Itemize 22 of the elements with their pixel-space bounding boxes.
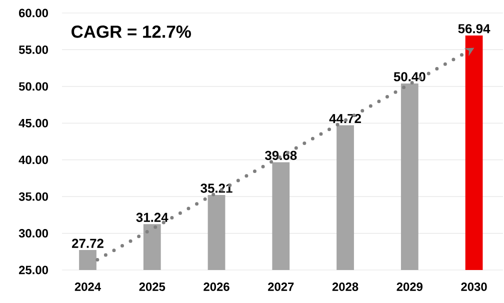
data-label: 39.68 — [264, 150, 297, 160]
data-label: 56.94 — [458, 24, 490, 34]
y-tick-label: 45.00 — [18, 118, 48, 128]
x-tick-label: 2026 — [204, 282, 230, 291]
y-tick-label: 55.00 — [18, 45, 48, 54]
x-tick-label: 2025 — [139, 282, 166, 291]
y-tick-label: 60.00 — [19, 8, 48, 18]
x-tick-label: 2029 — [396, 282, 422, 291]
x-tick-label: 2030 — [461, 282, 487, 292]
y-tick-label: 35.00 — [18, 192, 48, 201]
data-label: 31.24 — [136, 212, 168, 222]
y-tick-label: 30.00 — [18, 229, 48, 238]
y-tick-label: 25.00 — [18, 266, 48, 274]
y-tick-label: 40.00 — [18, 156, 48, 164]
data-label: 27.72 — [72, 238, 104, 248]
y-tick-label: 50.00 — [18, 82, 48, 91]
data-label: 44.72 — [329, 114, 361, 123]
x-tick-label: 2028 — [332, 282, 358, 291]
x-tick-label: 2027 — [268, 282, 294, 291]
data-label: 50.40 — [394, 72, 426, 82]
x-tick-label: 2024 — [74, 282, 101, 291]
annotation: CAGR = 12.7% — [72, 26, 191, 38]
